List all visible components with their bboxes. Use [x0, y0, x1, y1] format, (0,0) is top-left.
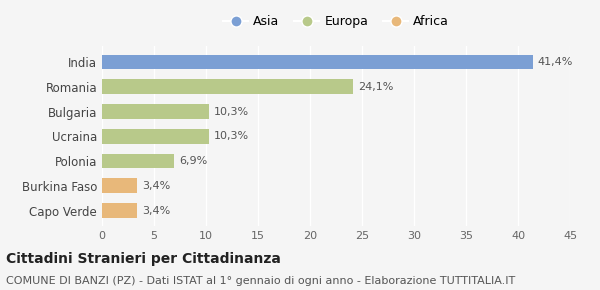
Text: COMUNE DI BANZI (PZ) - Dati ISTAT al 1° gennaio di ogni anno - Elaborazione TUTT: COMUNE DI BANZI (PZ) - Dati ISTAT al 1° …	[6, 276, 515, 285]
Text: 24,1%: 24,1%	[358, 82, 393, 92]
Bar	[102, 55, 533, 69]
Text: 3,4%: 3,4%	[143, 181, 171, 191]
Bar	[102, 178, 137, 193]
Bar	[102, 203, 137, 218]
Text: 41,4%: 41,4%	[538, 57, 573, 67]
Bar	[102, 104, 209, 119]
Text: 10,3%: 10,3%	[214, 106, 250, 117]
Legend: Asia, Europa, Africa: Asia, Europa, Africa	[218, 10, 454, 33]
Bar	[102, 154, 174, 168]
Bar	[102, 79, 353, 94]
Text: 3,4%: 3,4%	[143, 206, 171, 215]
Bar	[102, 129, 209, 144]
Text: 10,3%: 10,3%	[214, 131, 250, 141]
Text: Cittadini Stranieri per Cittadinanza: Cittadini Stranieri per Cittadinanza	[6, 252, 281, 266]
Text: 6,9%: 6,9%	[179, 156, 207, 166]
